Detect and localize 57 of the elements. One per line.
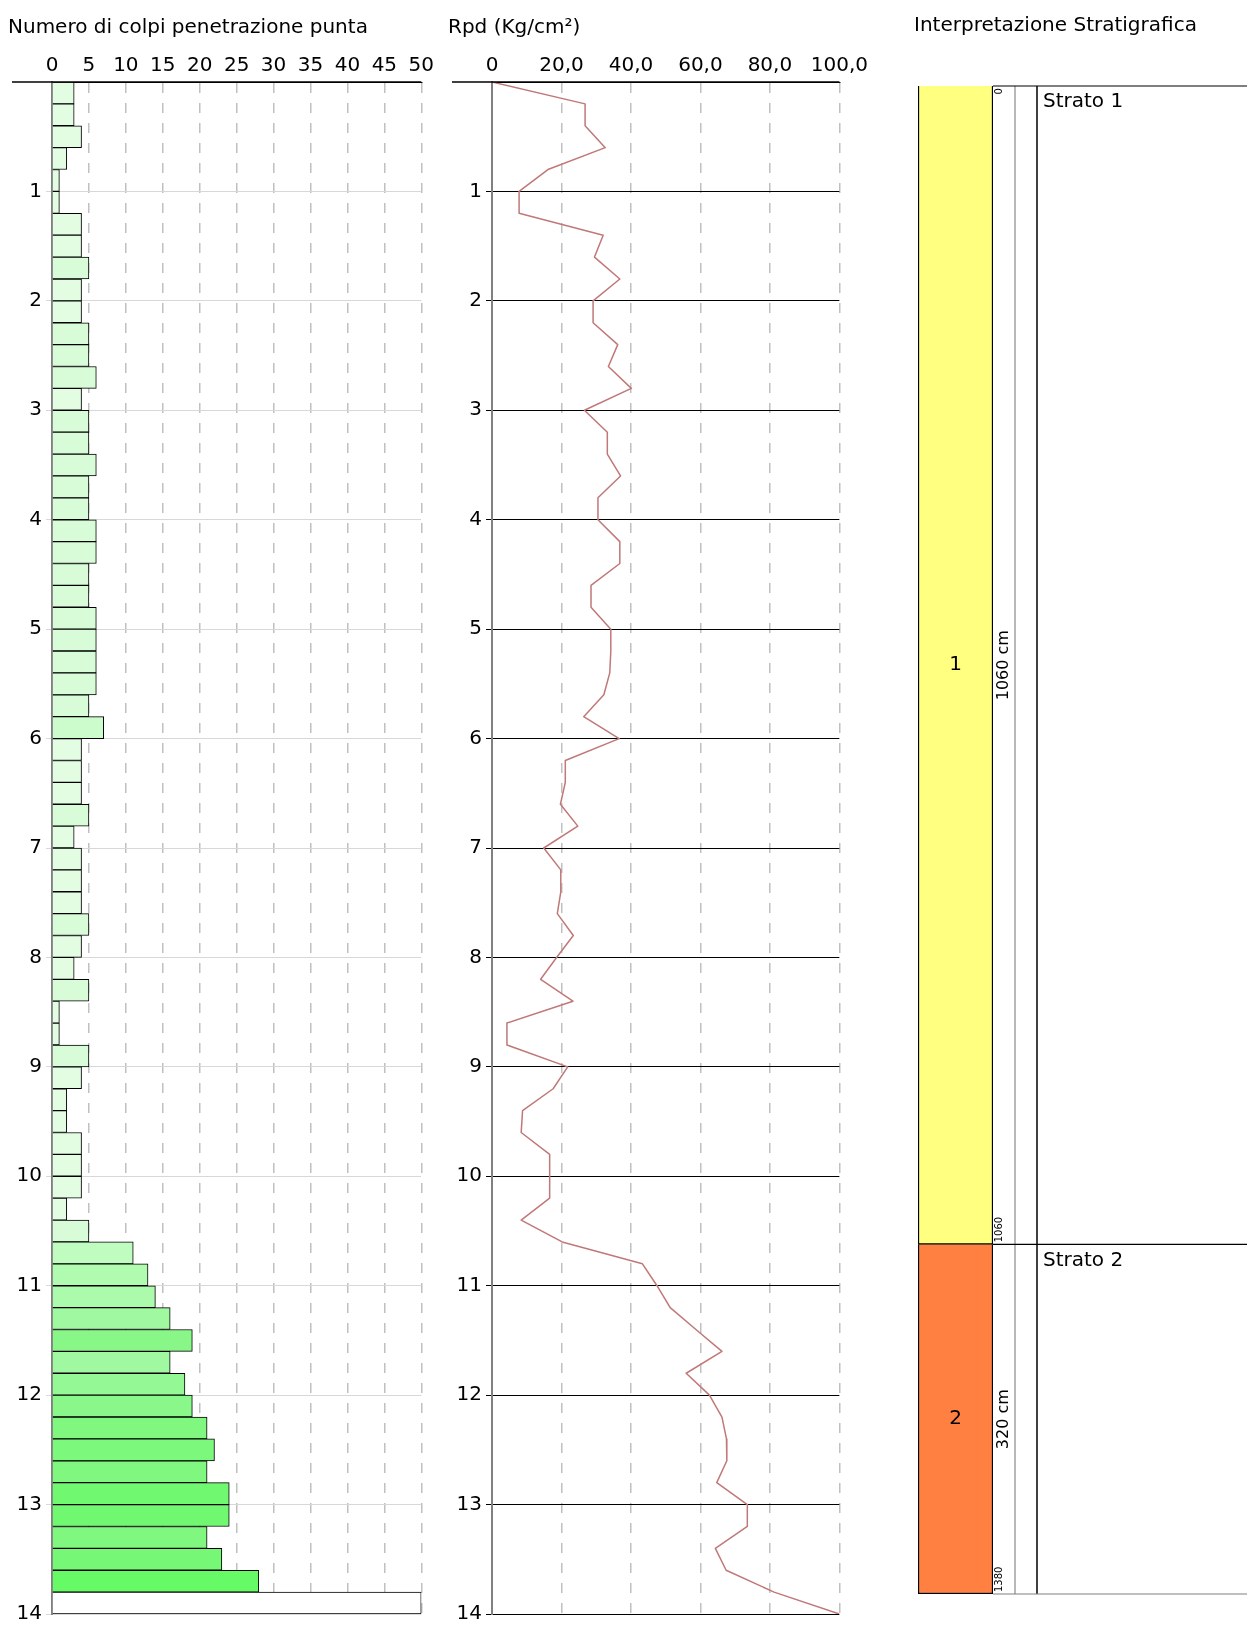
y-tick-label: 13: [16, 1490, 42, 1515]
text: Strato 2: [1043, 1246, 1124, 1271]
y-tick-label: 12: [16, 1381, 42, 1406]
y-tick-label: 6: [29, 724, 42, 749]
text: 1060: [992, 1216, 1004, 1243]
category-label: 2: [949, 1405, 962, 1430]
text: Strato 1: [1043, 88, 1124, 113]
x-tick-label: 5: [82, 52, 96, 77]
x-tick-label: 25: [223, 52, 250, 77]
y-tick-label: 4: [29, 505, 42, 530]
category-label: 1: [949, 651, 962, 676]
x-tick-label: 100,0: [810, 52, 868, 77]
y-tick-label: 13: [456, 1490, 482, 1515]
y-tick-label: 2: [29, 287, 42, 312]
x-tick-label: 40,0: [608, 52, 654, 77]
data-label: 320 cm: [993, 1389, 1013, 1450]
text: 0: [992, 88, 1004, 95]
x-tick-label: 35: [297, 52, 324, 77]
y-tick-label: 7: [29, 834, 42, 859]
y-tick-label: 1: [469, 177, 482, 202]
y-tick-label: 1: [29, 177, 42, 202]
y-tick-label: 14: [16, 1600, 42, 1625]
x-tick-label: 0: [45, 52, 59, 77]
x-tick-label: 15: [150, 52, 176, 77]
data-label: 1060 cm: [993, 630, 1013, 701]
chart-title: Numero di colpi penetrazione punta: [8, 14, 368, 39]
y-tick-label: 11: [456, 1271, 482, 1296]
y-tick-label: 3: [469, 396, 482, 421]
x-tick-label: 20: [186, 52, 213, 77]
x-tick-label: 30: [260, 52, 287, 77]
x-tick-label: 20,0: [539, 52, 584, 77]
y-tick-label: 9: [469, 1053, 482, 1078]
y-tick-label: 11: [16, 1271, 42, 1296]
y-tick-label: 9: [29, 1053, 42, 1078]
y-tick-label: 5: [29, 615, 42, 640]
x-tick-label: 45: [371, 52, 398, 77]
y-tick-label: 10: [16, 1162, 42, 1187]
x-tick-label: 60,0: [678, 52, 723, 77]
y-tick-label: 12: [456, 1381, 482, 1406]
y-tick-label: 5: [469, 615, 482, 640]
y-tick-label: 8: [29, 943, 42, 968]
x-tick-label: 40: [334, 52, 361, 77]
text: Interpretazione Stratigrafica: [914, 12, 1197, 37]
text: 1380: [992, 1566, 1004, 1592]
y-tick-label: 3: [29, 396, 42, 421]
y-tick-label: 6: [469, 724, 482, 749]
x-tick-label: 0: [485, 52, 499, 77]
x-tick-label: 50: [408, 52, 434, 77]
y-tick-label: 7: [469, 834, 482, 859]
y-tick-label: 10: [456, 1162, 482, 1187]
y-tick-label: 14: [456, 1600, 482, 1625]
y-tick-label: 4: [469, 505, 482, 530]
chart-title: Rpd (Kg/cm²): [448, 14, 581, 39]
y-tick-label: 8: [469, 943, 482, 968]
y-tick-label: 2: [469, 287, 482, 312]
x-tick-label: 10: [113, 52, 139, 77]
x-tick-label: 80,0: [747, 52, 793, 77]
